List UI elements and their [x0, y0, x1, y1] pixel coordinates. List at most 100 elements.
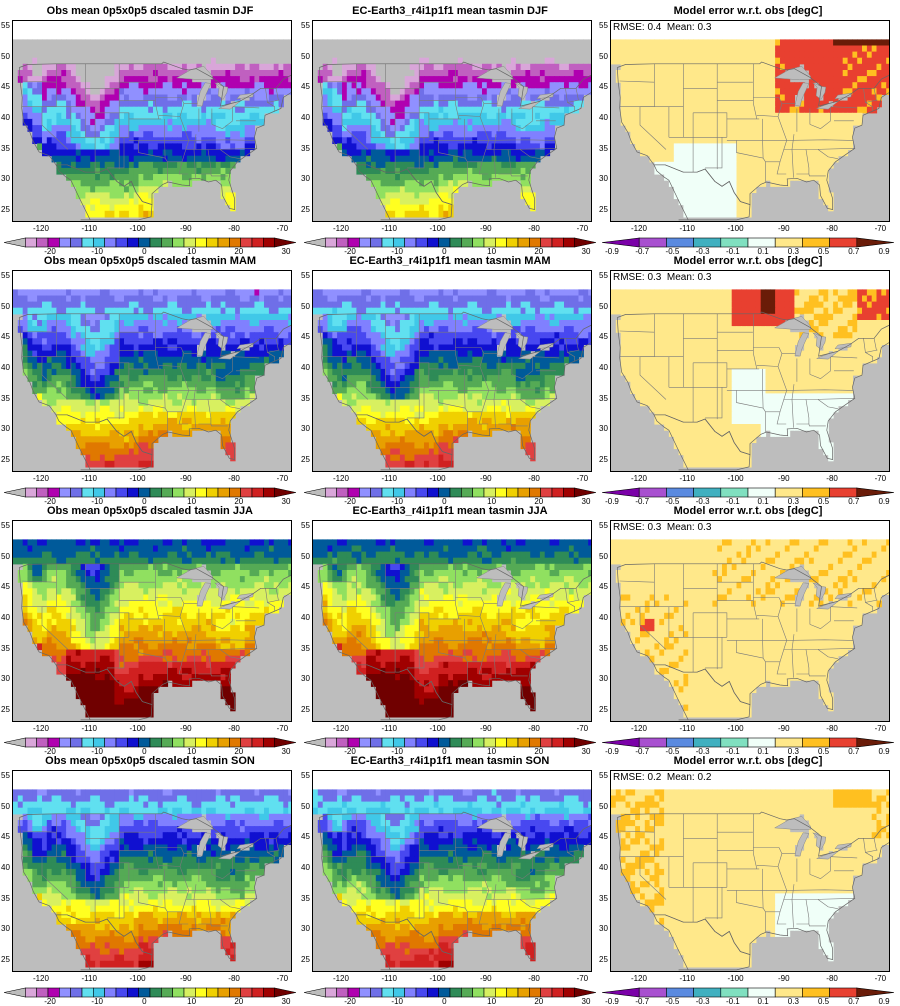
field-cell — [356, 156, 361, 163]
field-cell — [90, 70, 95, 77]
field-cell — [148, 296, 153, 303]
field-cell — [105, 88, 110, 95]
field-cell — [477, 101, 482, 108]
field-cell — [71, 64, 76, 71]
field-cell — [410, 82, 415, 89]
field-cell — [47, 125, 52, 132]
field-cell — [424, 52, 429, 59]
field-cell — [376, 88, 381, 95]
field-cell — [400, 143, 405, 150]
field-cell — [139, 345, 144, 352]
field-cell — [332, 101, 337, 108]
field-cell — [766, 52, 771, 59]
field-cell — [264, 101, 269, 108]
colorbar-swatch — [71, 238, 82, 247]
field-cell — [443, 211, 448, 218]
field-cell — [511, 52, 516, 59]
field-cell — [492, 113, 497, 120]
field-cell — [274, 320, 279, 327]
field-cell — [385, 199, 390, 206]
field-cell — [732, 156, 737, 163]
field-cell — [42, 338, 47, 345]
field-cell — [881, 88, 886, 95]
field-cell — [424, 186, 429, 193]
field-cell — [71, 351, 76, 358]
field-cell — [206, 125, 211, 132]
field-cell — [245, 387, 250, 394]
field-cell — [230, 302, 235, 309]
field-cell — [143, 211, 148, 218]
field-cell — [235, 302, 240, 309]
field-cell — [496, 150, 501, 157]
field-cell — [177, 82, 182, 89]
field-cell — [168, 351, 173, 358]
field-cell — [482, 125, 487, 132]
field-cell — [279, 320, 284, 327]
field-cell — [809, 143, 814, 150]
field-cell — [361, 82, 366, 89]
field-cell — [32, 52, 37, 59]
field-cell — [761, 46, 766, 53]
field-cell — [264, 76, 269, 83]
field-cell — [506, 156, 511, 163]
field-cell — [506, 52, 511, 59]
field-cell — [139, 46, 144, 53]
map-frame — [312, 20, 592, 222]
field-cell — [688, 64, 693, 71]
field-cell — [366, 58, 371, 65]
field-cell — [172, 131, 177, 138]
field-cell — [264, 296, 269, 303]
field-cell — [877, 64, 882, 71]
field-cell — [23, 76, 28, 83]
field-cell — [683, 168, 688, 175]
field-cell — [530, 46, 535, 53]
field-cell — [47, 137, 52, 144]
field-cell — [177, 58, 182, 65]
field-cell — [105, 199, 110, 206]
field-cell — [90, 186, 95, 193]
field-cell — [85, 46, 90, 53]
colorbar-swatch — [830, 238, 857, 247]
field-cell — [172, 375, 177, 382]
field-cell — [100, 351, 105, 358]
field-cell — [182, 82, 187, 89]
field-cell — [472, 156, 477, 163]
field-cell — [746, 88, 751, 95]
field-cell — [458, 76, 463, 83]
field-cell — [81, 289, 86, 296]
field-cell — [794, 131, 799, 138]
field-cell — [424, 107, 429, 114]
field-cell — [283, 39, 288, 46]
field-cell — [274, 58, 279, 65]
field-cell — [453, 131, 458, 138]
field-cell — [269, 302, 274, 309]
field-cell — [95, 125, 100, 132]
field-cell — [492, 107, 497, 114]
field-cell — [390, 101, 395, 108]
field-cell — [85, 113, 90, 120]
field-cell — [192, 101, 197, 108]
field-cell — [158, 332, 163, 339]
field-cell — [71, 369, 76, 376]
field-cell — [148, 174, 153, 181]
field-cell — [472, 52, 477, 59]
field-cell — [76, 345, 81, 352]
field-cell — [76, 326, 81, 333]
field-cell — [579, 46, 584, 53]
field-cell — [119, 58, 124, 65]
field-cell — [177, 125, 182, 132]
field-cell — [381, 58, 386, 65]
field-cell — [390, 137, 395, 144]
field-cell — [448, 119, 453, 126]
field-cell — [683, 88, 688, 95]
field-cell — [134, 162, 139, 169]
field-cell — [211, 393, 216, 400]
field-cell — [674, 119, 679, 126]
field-cell — [187, 308, 192, 315]
field-cell — [886, 82, 890, 89]
field-cell — [110, 143, 115, 150]
field-cell — [100, 119, 105, 126]
field-cell — [395, 131, 400, 138]
field-cell — [254, 308, 259, 315]
field-cell — [683, 174, 688, 181]
